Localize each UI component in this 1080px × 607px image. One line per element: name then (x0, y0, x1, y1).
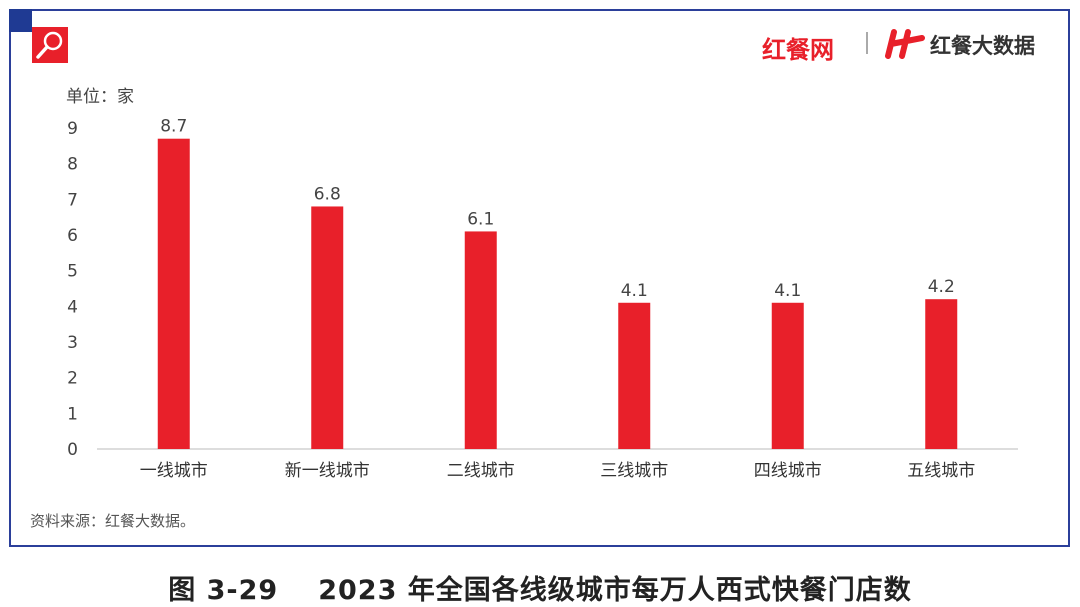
data-label: 4.2 (928, 277, 955, 297)
y-tick-label: 8 (67, 155, 78, 175)
bar (771, 302, 804, 449)
x-tick-label: 新一线城市 (285, 461, 370, 481)
y-tick-label: 5 (67, 262, 78, 282)
x-tick-label: 四线城市 (754, 461, 822, 481)
x-tick-label: 三线城市 (600, 461, 668, 481)
bar (157, 138, 190, 449)
figure-title-text: 2023 年全国各线级城市每万人西式快餐门店数 (318, 575, 912, 606)
data-label: 8.7 (160, 117, 187, 137)
x-tick-label: 二线城市 (447, 461, 515, 481)
source-note: 资料来源：红餐大数据。 (30, 512, 196, 530)
brand-separator (866, 32, 868, 54)
data-label: 6.8 (314, 184, 341, 204)
data-label: 6.1 (467, 209, 494, 229)
bar (464, 231, 497, 449)
y-tick-label: 3 (67, 333, 78, 353)
y-tick-label: 6 (67, 226, 78, 246)
h-logo-icon (884, 28, 928, 64)
brand-left: 红餐网 (762, 36, 834, 64)
figure-title: 图 3-29 2023 年全国各线级城市每万人西式快餐门店数 (0, 568, 1080, 607)
y-tick-label: 1 (67, 404, 78, 424)
y-tick-label: 2 (67, 369, 78, 389)
bar (925, 299, 958, 449)
bar (618, 302, 651, 449)
bar (311, 206, 344, 449)
y-tick-label: 9 (67, 119, 78, 139)
y-tick-label: 0 (67, 440, 78, 460)
brand-right: 红餐大数据 (930, 34, 1035, 58)
figure-number: 图 3-29 (168, 575, 279, 606)
data-label: 4.1 (774, 281, 801, 301)
data-label: 4.1 (621, 281, 648, 301)
x-tick-label: 一线城市 (140, 461, 208, 481)
y-tick-label: 4 (67, 297, 78, 317)
y-tick-label: 7 (67, 190, 78, 210)
frame-corner (9, 9, 32, 32)
search-icon (32, 27, 68, 63)
chart-frame (9, 9, 1070, 547)
unit-label: 单位：家 (66, 87, 134, 107)
x-tick-label: 五线城市 (907, 461, 975, 481)
